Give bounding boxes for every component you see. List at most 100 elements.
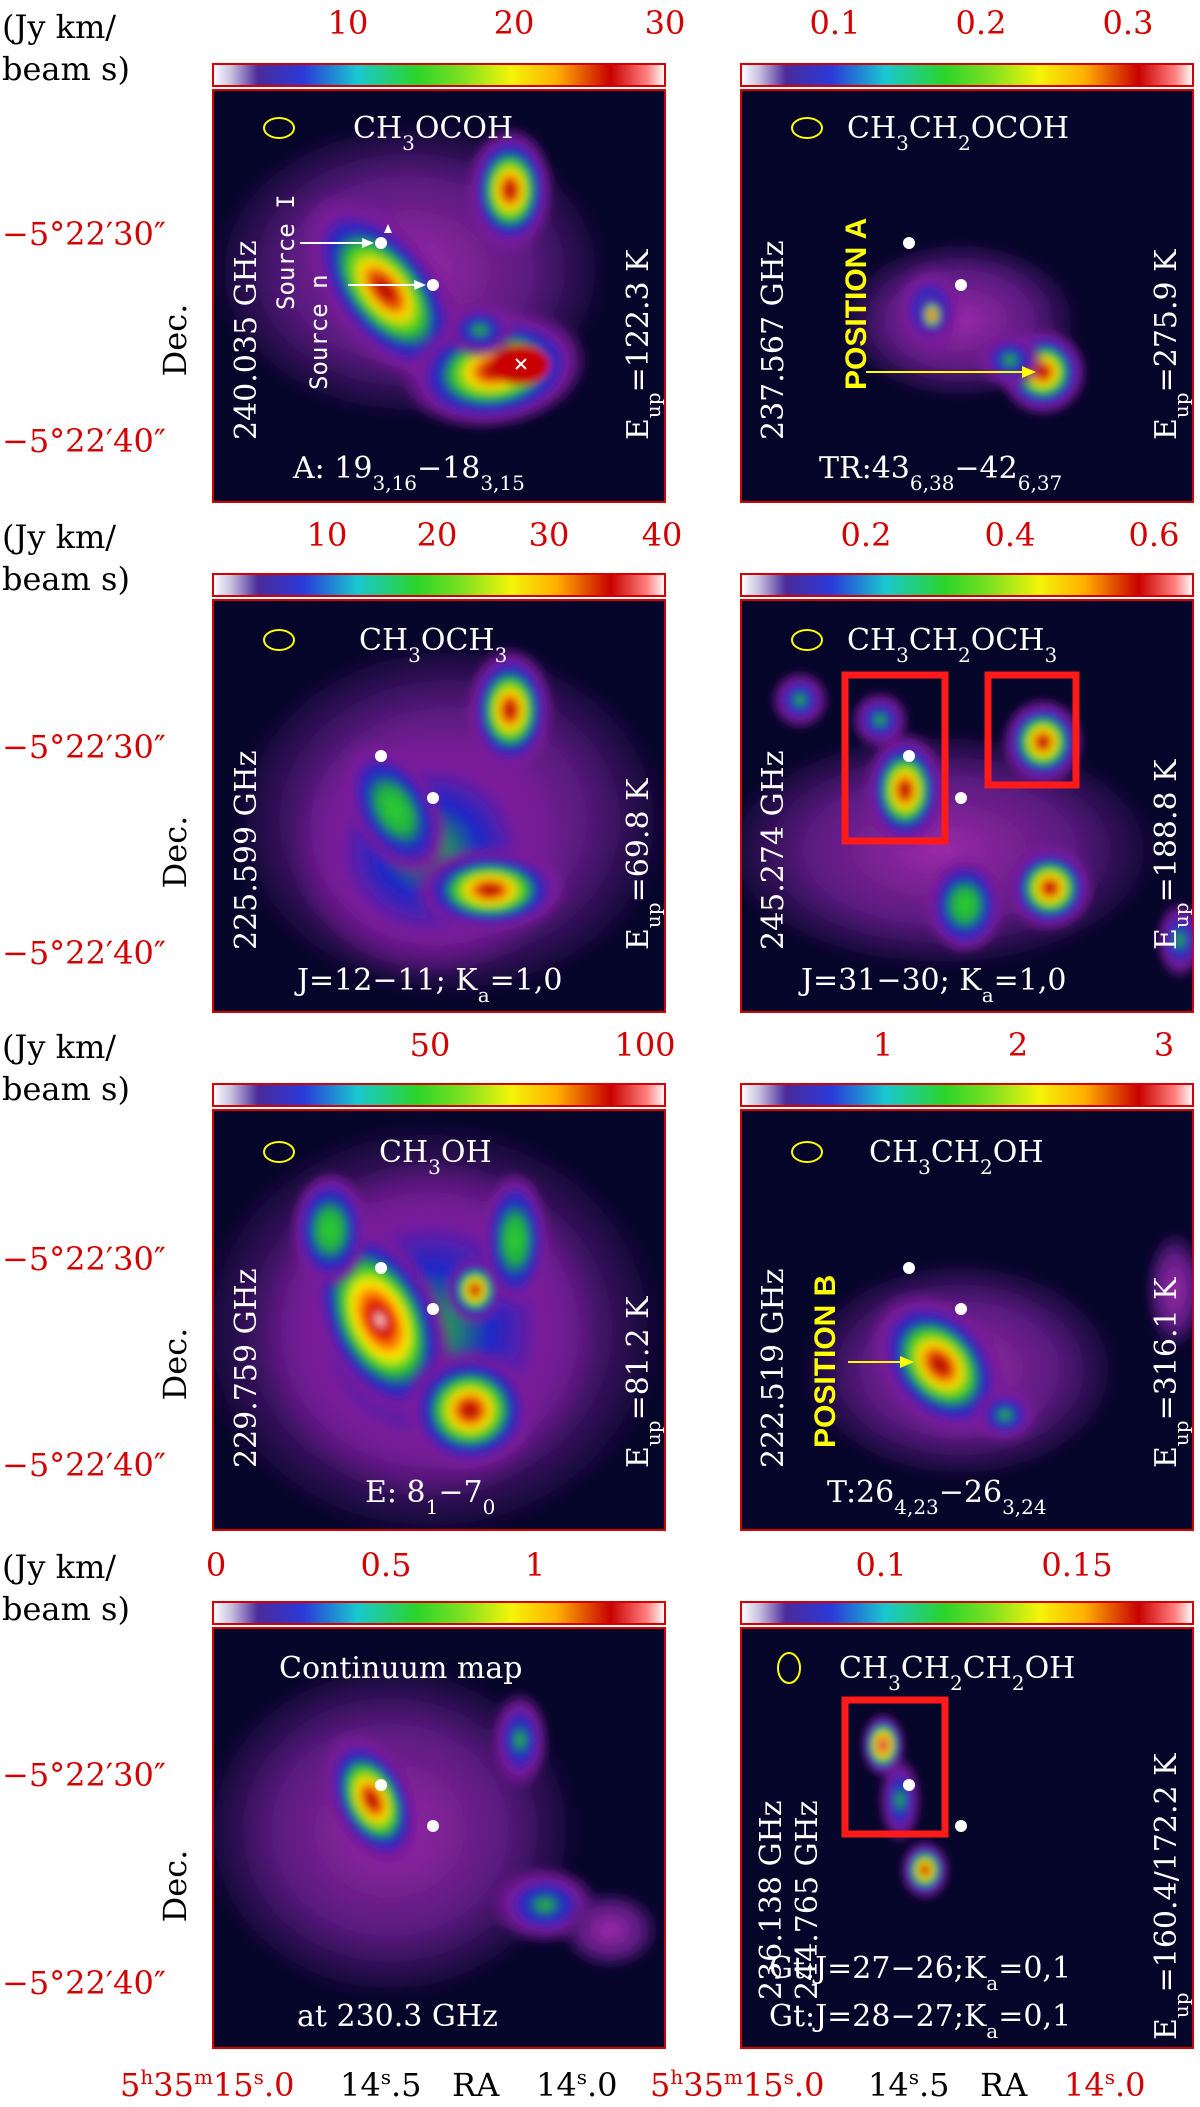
source-markers xyxy=(375,237,967,1832)
colorbar-tick: 0.3 xyxy=(1103,4,1154,42)
colorbar-tick: 30 xyxy=(645,4,686,42)
frequency-labels: 240.035 GHz 237.567 GHz 225.599 GHz 245.… xyxy=(229,240,825,2000)
ra-tick: 5h35m15s.0 xyxy=(120,2065,294,2104)
frequency-label: 236.138 GHz xyxy=(754,1800,789,2000)
dec-tick: −5°22′30″ xyxy=(2,1756,166,1794)
highlight-box xyxy=(841,1696,949,1838)
dec-tick: −5°22′40″ xyxy=(2,934,166,972)
colorbar-tick: 0.15 xyxy=(1041,1546,1112,1584)
unit-label-line1: (Jy km/ xyxy=(2,518,116,556)
ra-tick: 14s.5 xyxy=(868,2065,950,2104)
dec-axis-label: Dec. xyxy=(156,816,194,889)
dec-tick: −5°22′40″ xyxy=(2,1964,166,2002)
emission-map xyxy=(840,240,1088,417)
dec-tick: −5°22′40″ xyxy=(2,1446,166,1484)
colorbar-tick: 10 xyxy=(328,4,369,42)
emission-map xyxy=(861,1713,950,1900)
colorbar-tick: 0.1 xyxy=(810,4,861,42)
position-arrows xyxy=(848,366,1036,1368)
panel-continuum: 0 0.5 1 xyxy=(206,1546,666,2049)
unit-label-row2: (Jy km/ beam s) xyxy=(2,518,130,598)
colorbar-tick: 1 xyxy=(525,1546,545,1584)
emission-map xyxy=(213,1660,660,2000)
colorbar-tick: 40 xyxy=(642,516,683,554)
unit-label-line2: beam s) xyxy=(2,1070,130,1108)
panel-ch3ocoh: 10 20 30 xyxy=(212,4,686,503)
frequency-label: 237.567 GHz xyxy=(756,240,791,440)
ra-tick: 14s.5 xyxy=(340,2065,422,2104)
frequency-label: 240.035 GHz xyxy=(229,240,264,440)
dec-tick: −5°22′30″ xyxy=(2,1240,166,1278)
colorbar xyxy=(740,573,1194,597)
colorbar-tick: 0.2 xyxy=(956,4,1007,42)
colorbar-tick: 1 xyxy=(873,1026,893,1064)
colorbar-tick: 0.5 xyxy=(361,1546,412,1584)
colorbar xyxy=(212,1083,666,1107)
colorbar-tick: 0.1 xyxy=(856,1546,907,1584)
emission-map xyxy=(800,1230,1193,1480)
frequency-label: 222.519 GHz xyxy=(756,1268,791,1468)
colorbar xyxy=(740,1083,1194,1107)
unit-label-row1: (Jy km/ beam s) xyxy=(2,8,130,88)
colorbar-tick: 20 xyxy=(417,516,458,554)
colorbar xyxy=(740,1601,1194,1625)
unit-label-row3: (Jy km/ beam s) xyxy=(2,1028,130,1108)
colorbar-tick: 10 xyxy=(307,516,348,554)
colorbar-tick: 30 xyxy=(529,516,570,554)
unit-label-line2: beam s) xyxy=(2,50,130,88)
panel-ch3ch2och3: 0.2 0.4 0.6 xyxy=(740,516,1194,1013)
colorbar-tick: 0.4 xyxy=(985,516,1036,554)
colorbar xyxy=(212,573,666,597)
highlight-box xyxy=(841,671,949,845)
colorbar-tick: 20 xyxy=(494,4,535,42)
source-labels: Source I Source n xyxy=(272,194,333,390)
source-arrows xyxy=(300,238,426,290)
continuum-title: Continuum map xyxy=(279,1651,522,1686)
ra-axis: 5h35m15s.0 14s.5 RA 14s.0 5h35m15s.0 14s… xyxy=(120,2065,1146,2104)
ra-tick: 14s.0 xyxy=(1064,2065,1146,2104)
unit-label-line1: (Jy km/ xyxy=(2,1548,116,1586)
unit-label-line2: beam s) xyxy=(2,1590,130,1628)
unit-label-line1: (Jy km/ xyxy=(2,1028,116,1066)
colorbar-tick: 100 xyxy=(614,1026,675,1064)
source-label: Source I xyxy=(272,194,300,310)
dec-tick: −5°22′30″ xyxy=(2,215,166,253)
triangle-marker xyxy=(384,224,392,233)
dec-axis-label: Dec. xyxy=(156,1850,194,1923)
colorbar xyxy=(212,63,666,87)
ra-tick: 14s.0 xyxy=(536,2065,618,2104)
frequency-label: 244.765 GHz xyxy=(790,1800,825,2000)
emission-map xyxy=(230,640,665,1000)
colorbar-tick: 0 xyxy=(206,1546,226,1584)
frequency-label: 225.599 GHz xyxy=(229,750,264,950)
position-labels: POSITION A POSITION B xyxy=(809,218,873,1448)
unit-label-row4: (Jy km/ beam s) xyxy=(2,1548,130,1628)
panel-ch3ch2oh: 1 2 3 xyxy=(740,1026,1194,1531)
colorbar-tick: 0.6 xyxy=(1129,516,1180,554)
dec-axis-label: Dec. xyxy=(156,1328,194,1401)
beam-ellipses xyxy=(263,117,823,1684)
emission-map xyxy=(213,1120,665,1530)
colorbar-tick: 50 xyxy=(410,1026,451,1064)
position-label: POSITION A xyxy=(840,218,873,390)
frequency-label: 245.274 GHz xyxy=(756,750,791,950)
continuum-frequency: at 230.3 GHz xyxy=(297,1999,498,2034)
panel-ch3och3: 10 20 30 40 xyxy=(212,516,683,1013)
dec-axis: −5°22′30″ −5°22′40″ Dec. −5°22′30″ −5°22… xyxy=(2,215,194,2002)
colorbar xyxy=(212,1601,666,1625)
highlight-box xyxy=(984,671,1080,789)
dec-tick: −5°22′30″ xyxy=(2,728,166,766)
ra-tick: 5h35m15s.0 xyxy=(650,2065,824,2104)
position-label: POSITION B xyxy=(809,1275,842,1448)
panel-ch3oh: 50 100 xyxy=(212,1026,676,1531)
ra-axis-label: RA xyxy=(452,2066,500,2104)
panel-ch3ch2ocoh: 0.1 0.2 0.3 xyxy=(740,4,1194,503)
cross-marker xyxy=(515,358,527,370)
colorbar-tick: 2 xyxy=(1008,1026,1028,1064)
panel-ch3ch2ch2oh: 0.1 0.15 xyxy=(740,1546,1194,2049)
emission-map xyxy=(213,120,610,432)
colorbar-tick: 3 xyxy=(1154,1026,1174,1064)
colorbar-tick: 0.2 xyxy=(841,516,892,554)
unit-label-line2: beam s) xyxy=(2,560,130,598)
